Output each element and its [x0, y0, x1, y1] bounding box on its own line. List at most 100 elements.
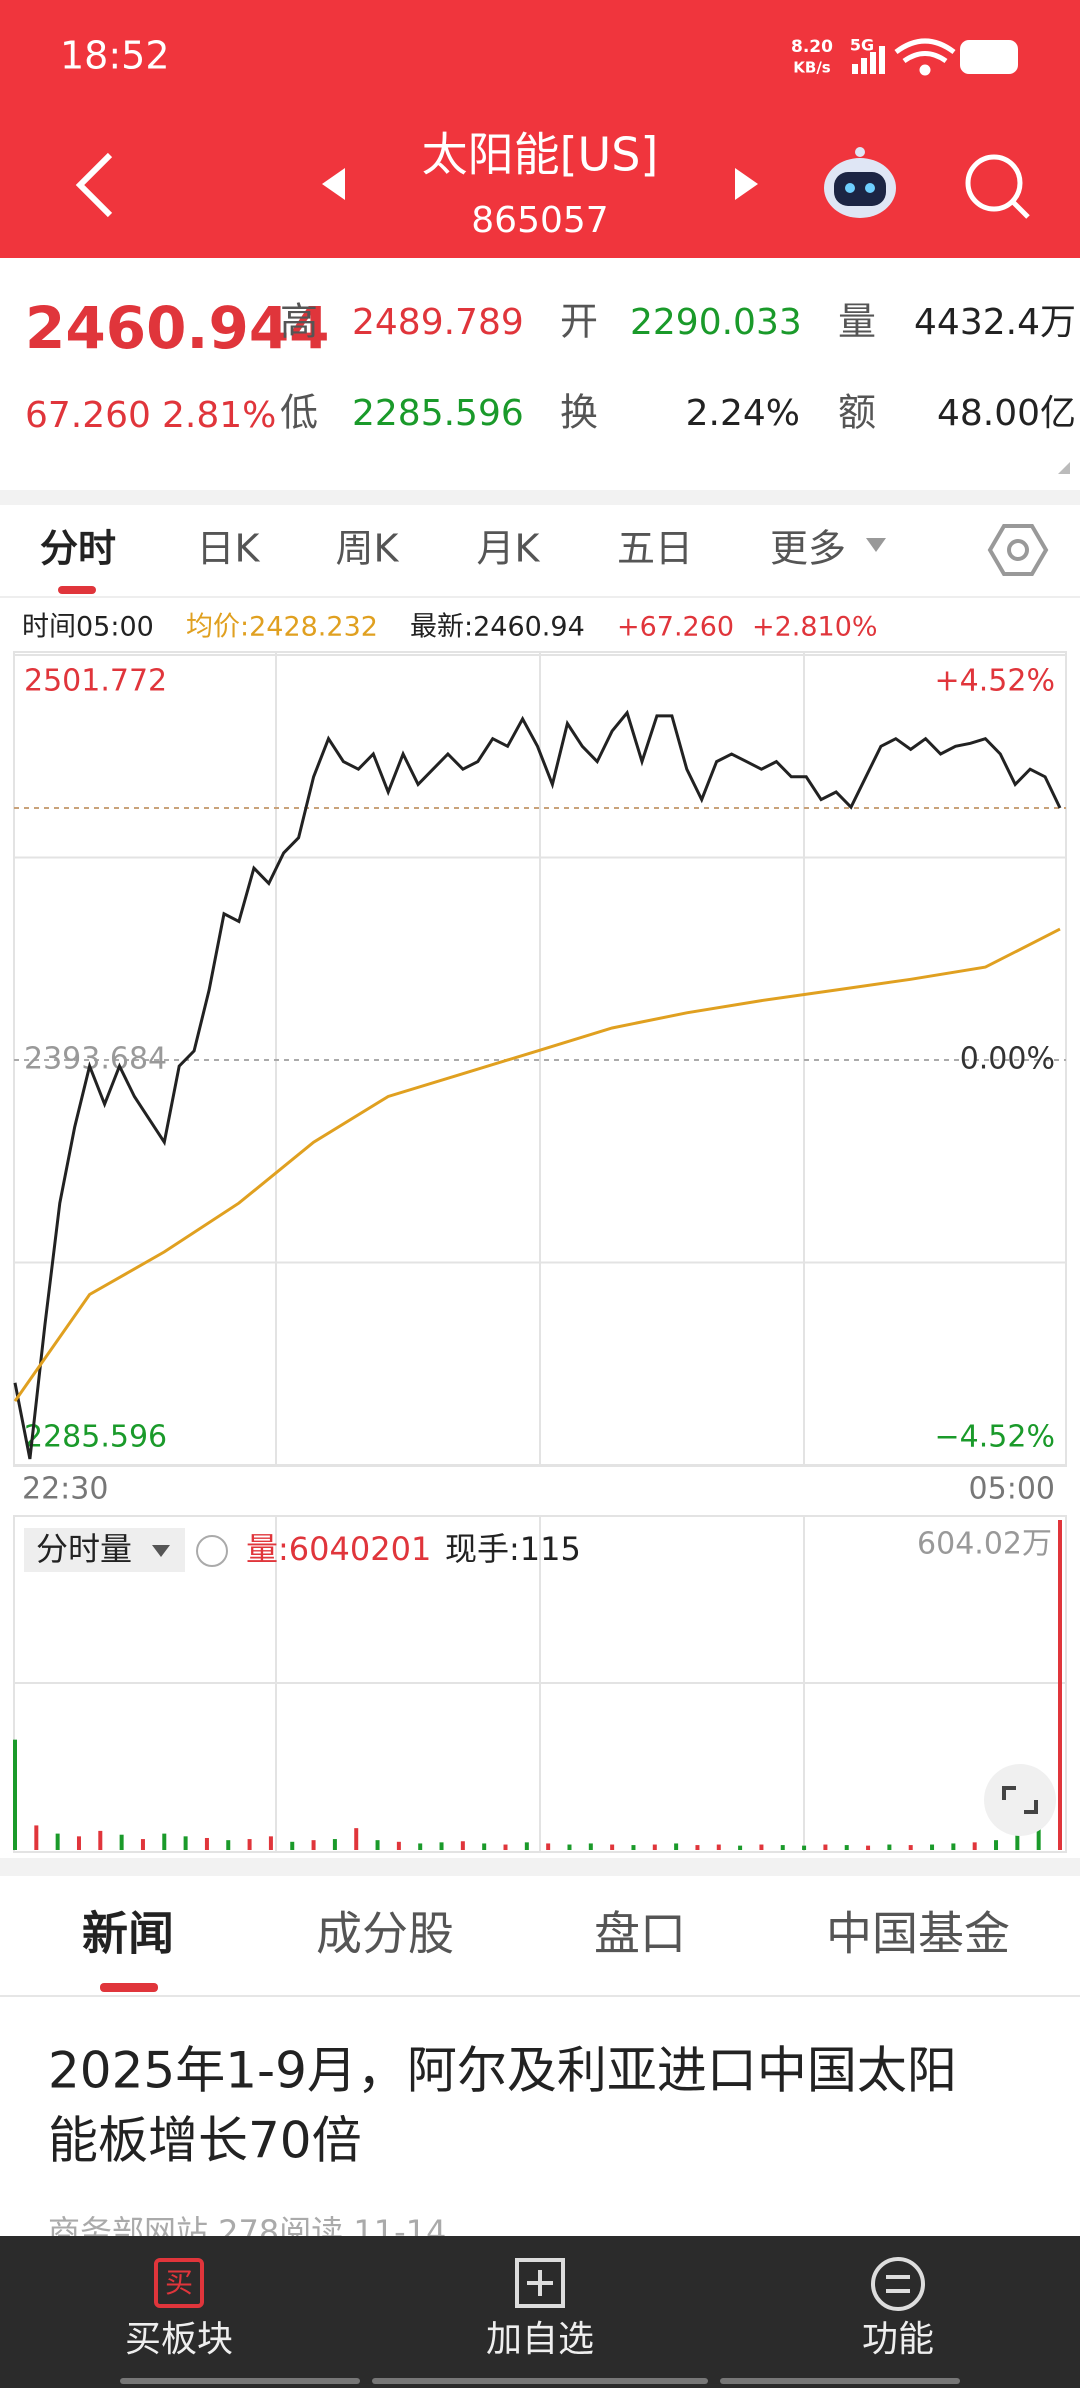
volume-bar — [887, 1844, 892, 1850]
nav-label[interactable]: 加自选 — [486, 2319, 594, 2360]
volume-current: 现手:115 — [445, 1530, 581, 1568]
news-tab[interactable]: 新闻 — [82, 1907, 174, 1961]
y2-tick-label: 0.00% — [960, 1042, 1055, 1077]
tab[interactable]: 五日 — [617, 527, 693, 571]
divider — [0, 490, 1080, 505]
volume-bar — [418, 1843, 423, 1850]
volume-bar — [76, 1836, 81, 1850]
turnover: 2.24% — [686, 393, 800, 434]
news-tab[interactable]: 成分股 — [316, 1907, 454, 1961]
help-icon[interactable] — [196, 1535, 228, 1567]
label: 量 — [838, 300, 876, 344]
volume-bar — [695, 1845, 700, 1850]
volume-bar — [311, 1840, 316, 1850]
y2-tick-label: +4.52% — [935, 664, 1055, 699]
news-tab-indicator — [100, 1983, 158, 1992]
volume-bar — [375, 1840, 380, 1850]
volume-bar — [204, 1837, 209, 1850]
prev-stock[interactable] — [322, 168, 345, 200]
news-tab[interactable]: 中国基金 — [826, 1907, 1010, 1961]
selector-arrow — [152, 1545, 170, 1557]
net-speed: 8.20 — [791, 37, 833, 57]
volume-bar — [119, 1834, 124, 1850]
buy-icon[interactable] — [154, 2258, 204, 2308]
info-avg: 均价:2428.232 — [186, 612, 378, 643]
volume-bar — [354, 1828, 359, 1850]
settings-button[interactable] — [987, 524, 1049, 576]
volume-bar — [588, 1843, 593, 1850]
volume-bar — [802, 1845, 807, 1850]
expand-button[interactable] — [984, 1764, 1056, 1836]
info-change: +67.260 — [617, 612, 734, 643]
label: 高 — [280, 300, 318, 344]
back-button[interactable] — [75, 152, 113, 218]
volume-bar — [716, 1844, 721, 1850]
volume-bar — [1015, 1833, 1020, 1850]
news-title[interactable]: 能板增长70倍 — [48, 2112, 362, 2170]
price-line — [13, 927, 1061, 1402]
price-line — [13, 709, 1062, 1460]
y2-tick-label: −4.52% — [935, 1420, 1055, 1455]
tab[interactable]: 周K — [336, 527, 400, 571]
high: 2489.789 — [352, 302, 524, 343]
volume-bar — [844, 1845, 849, 1850]
volume-bar — [290, 1841, 295, 1850]
function-icon[interactable] — [871, 2257, 925, 2311]
battery — [960, 40, 1018, 74]
next-stock[interactable] — [735, 168, 758, 200]
volume-bar — [546, 1843, 551, 1850]
tab[interactable]: 分时 — [40, 527, 116, 571]
label: 开 — [560, 300, 598, 344]
volume-bar — [460, 1841, 465, 1850]
divider — [0, 1858, 1080, 1876]
x-tick-label: 05:00 — [969, 1472, 1055, 1507]
buy-icon-text: 买 — [165, 2266, 193, 2299]
volume-bar — [994, 1840, 999, 1850]
info-latest: 最新:2460.94 — [410, 612, 585, 643]
volume-bar — [759, 1844, 764, 1850]
add-icon[interactable] — [515, 2258, 565, 2308]
volume-bar — [930, 1844, 935, 1850]
tab[interactable]: 日K — [197, 527, 261, 571]
news-title[interactable]: 2025年1-9月，阿尔及利亚进口中国太阳 — [48, 2042, 957, 2100]
y-tick-label: 2393.684 — [24, 1042, 167, 1077]
volume-bar — [13, 1739, 17, 1850]
search-button[interactable] — [965, 154, 1030, 219]
volume-bar — [780, 1845, 785, 1850]
low: 2285.596 — [352, 393, 524, 434]
y-tick-label: 2501.772 — [24, 664, 167, 699]
corner — [1058, 462, 1070, 474]
stock-title: 太阳能[US] — [422, 128, 659, 182]
wifi-icon — [894, 38, 956, 76]
net-unit: KB/s — [793, 59, 831, 77]
nav-label[interactable]: 功能 — [862, 2319, 934, 2360]
volume-bar — [631, 1845, 636, 1850]
volume-bar — [268, 1836, 273, 1850]
volume-bar — [738, 1845, 743, 1850]
volume-bar — [55, 1833, 60, 1850]
volume-bar — [503, 1844, 508, 1850]
open: 2290.033 — [630, 302, 802, 343]
label: 换 — [560, 391, 598, 435]
volume-bar — [674, 1843, 679, 1850]
x-tick-label: 22:30 — [22, 1472, 108, 1507]
label: 低 — [280, 391, 318, 435]
volume-bar — [396, 1841, 401, 1850]
stock-code: 865057 — [471, 200, 608, 241]
volume-bar — [226, 1840, 231, 1850]
news-tab[interactable]: 盘口 — [594, 1907, 686, 1961]
volume-bar — [332, 1839, 337, 1850]
volume-label: 分时量 — [36, 1530, 132, 1568]
gesture-bars — [120, 2378, 960, 2384]
tab[interactable]: 月K — [477, 527, 541, 571]
volume-bar — [1036, 1817, 1041, 1850]
nav-label[interactable]: 买板块 — [125, 2319, 233, 2360]
robot-icon[interactable] — [824, 147, 896, 218]
volume-bar — [972, 1842, 977, 1850]
y-tick-label: 2285.596 — [24, 1420, 167, 1455]
volume: 4432.4万 — [914, 302, 1076, 343]
volume-bar — [610, 1844, 615, 1850]
tab[interactable]: 更多 — [770, 527, 846, 571]
